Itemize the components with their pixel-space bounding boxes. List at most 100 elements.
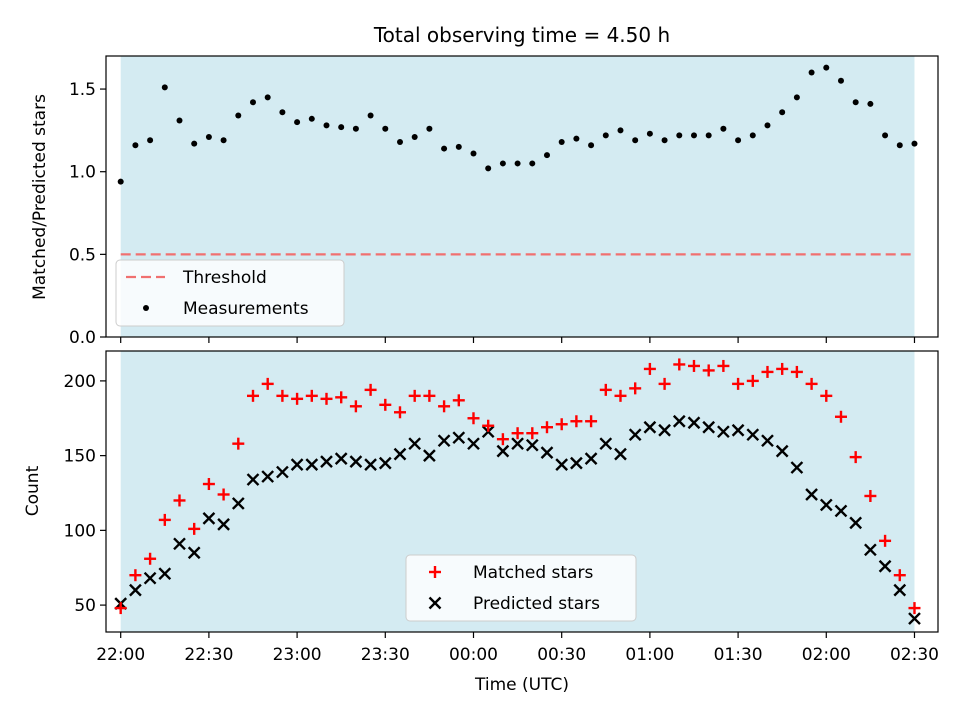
- measurement-point: [147, 137, 154, 144]
- predicted-star-point: [467, 437, 480, 451]
- predicted-star-point: [761, 434, 774, 448]
- predicted-star-point: [261, 470, 275, 483]
- x-axis-label: Time (UTC): [474, 675, 569, 695]
- measurement-point: [911, 140, 918, 147]
- predicted-star-point: [173, 537, 186, 551]
- legend-predicted-label: Predicted stars: [473, 594, 600, 614]
- x-tick-label: 01:30: [714, 645, 763, 665]
- predicted-star-point: [672, 414, 686, 428]
- predicted-star-point: [202, 512, 216, 525]
- matched-star-point: [820, 389, 833, 402]
- measurement-point: [514, 160, 521, 167]
- matched-star-point: [202, 478, 215, 491]
- top-plot-frame: [105, 55, 939, 338]
- matched-star-point: [511, 427, 524, 440]
- measurement-point: [852, 99, 859, 106]
- bottom-legend-box: [405, 554, 637, 622]
- predicted-star-point: [320, 455, 333, 468]
- matched-star-point: [761, 365, 774, 378]
- predicted-star-point: [290, 458, 304, 471]
- measurement-point: [264, 94, 271, 101]
- matched-star-point: [408, 389, 421, 402]
- top-y-axis-label: Matched/Predicted stars: [30, 94, 50, 300]
- measurement-point: [808, 69, 815, 76]
- matched-star-point: [129, 569, 142, 582]
- matched-star-point: [702, 364, 715, 377]
- top-y-tick-label: 1.0: [69, 163, 96, 183]
- top-y-tick-label: 1.5: [69, 80, 96, 100]
- measurement-point: [352, 125, 359, 132]
- predicted-star-point: [702, 420, 716, 434]
- measurement-point: [690, 132, 697, 139]
- matched-star-point: [379, 398, 392, 411]
- top-panel: 0.0 0.5 1.0 1.5 Total observing time = 4.50…: [30, 23, 939, 348]
- predicted-star-point: [746, 428, 760, 442]
- measurement-point: [294, 119, 301, 126]
- x-tick-label: 00:00: [449, 645, 498, 665]
- matched-star-point: [335, 391, 348, 404]
- measurement-point: [308, 115, 315, 122]
- predicted-star-point: [555, 458, 569, 471]
- predicted-star-point: [408, 437, 422, 451]
- matched-star-point: [114, 602, 127, 615]
- predicted-star-point: [628, 428, 642, 442]
- measurement-point: [470, 150, 477, 157]
- measurement-point: [367, 112, 374, 119]
- matched-star-point: [364, 383, 377, 396]
- measurement-point: [249, 99, 256, 106]
- predicted-star-point: [893, 583, 907, 597]
- predicted-star-point: [437, 434, 451, 448]
- predicted-star-point: [158, 567, 172, 581]
- matched-star-point: [687, 359, 700, 372]
- measurement-point: [573, 135, 580, 142]
- predicted-star-point: [187, 546, 201, 560]
- matched-star-point: [732, 377, 745, 390]
- matched-star-point: [320, 392, 333, 405]
- measurement-point: [279, 109, 286, 116]
- measurement-point: [735, 137, 742, 144]
- matched-star-point: [540, 421, 553, 434]
- predicted-star-point: [599, 437, 613, 451]
- matched-star-point: [423, 389, 436, 402]
- legend-matched-swatch: [429, 566, 441, 578]
- predicted-star-point: [731, 423, 745, 437]
- matched-stars-points: [114, 358, 921, 615]
- bottom-axis-ticks: 50 100 150 200 22:00 22:30 23:00 23:30 00:00 00:3…: [64, 372, 939, 665]
- predicted-star-point: [834, 504, 848, 518]
- measurement-point: [823, 64, 830, 71]
- measurement-point: [749, 132, 756, 139]
- measurement-point: [441, 145, 448, 152]
- matched-star-point: [776, 362, 789, 375]
- predicted-star-point: [584, 452, 598, 465]
- bottom-legend: Matched stars Predicted stars: [405, 554, 637, 622]
- measurement-point: [485, 165, 492, 172]
- matched-star-point: [349, 400, 362, 413]
- predicted-star-point: [129, 583, 142, 597]
- top-y-tick-label: 0.5: [69, 245, 96, 265]
- top-axis-ticks: 0.0 0.5 1.0 1.5: [69, 80, 916, 348]
- top-legend-box: [115, 259, 345, 327]
- matched-star-point: [834, 410, 847, 423]
- measurement-point: [529, 160, 536, 167]
- predicted-star-point: [334, 452, 348, 465]
- predicted-star-point: [349, 455, 363, 468]
- predicted-star-point: [570, 456, 583, 470]
- measurement-point: [882, 132, 889, 139]
- legend-matched-marker: [429, 566, 441, 578]
- matched-star-point: [879, 534, 892, 547]
- predicted-star-point: [246, 473, 260, 486]
- legend-measurements-swatch: [143, 305, 149, 311]
- matched-star-point: [614, 389, 627, 402]
- matched-star-point: [393, 406, 406, 419]
- x-tick-label: 00:30: [537, 645, 586, 665]
- bottom-plot-frame: [105, 350, 939, 633]
- matched-star-point: [643, 362, 656, 375]
- predicted-star-point: [143, 571, 157, 585]
- predicted-star-point: [805, 488, 818, 501]
- matched-star-point: [908, 602, 921, 615]
- measurement-point: [646, 130, 653, 137]
- predicted-star-point: [525, 438, 539, 452]
- predicted-star-point: [378, 456, 392, 470]
- matched-star-point: [717, 359, 730, 372]
